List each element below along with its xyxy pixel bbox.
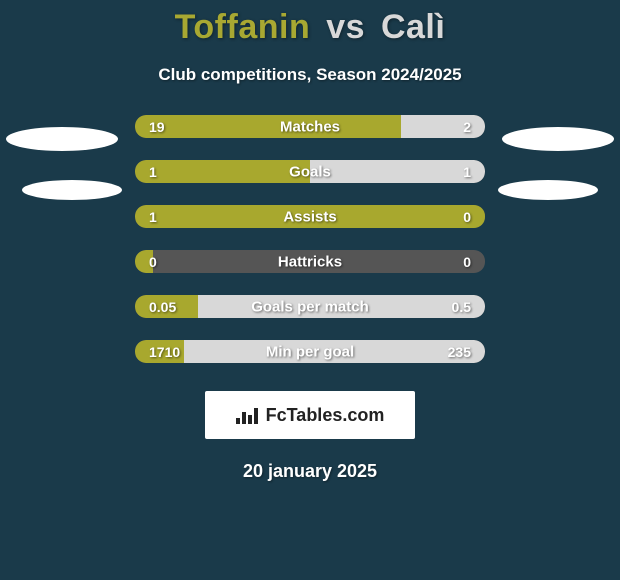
- stat-row: Goals per match0.050.5: [135, 295, 485, 318]
- stat-bar-left: [135, 250, 153, 273]
- stat-row: Matches192: [135, 115, 485, 138]
- player2-avatar-placeholder-2: [498, 180, 598, 200]
- stat-rows-container: Matches192 Goals11 Assists10 Hattricks00 Goa…: [0, 115, 620, 363]
- stat-value-right: 0: [463, 254, 471, 270]
- stat-bar-right: [401, 115, 485, 138]
- badge-text: FcTables.com: [266, 405, 385, 426]
- stat-bar-right: [310, 160, 485, 183]
- stat-bar-left: [135, 295, 198, 318]
- stat-row: Min per goal1710235: [135, 340, 485, 363]
- player2-avatar-placeholder-1: [502, 127, 614, 151]
- stat-bar-right: [184, 340, 485, 363]
- stat-label: Hattricks: [135, 253, 485, 270]
- stat-bar-left: [135, 340, 184, 363]
- stat-bar-left: [135, 115, 401, 138]
- player1-avatar-placeholder-2: [22, 180, 122, 200]
- comparison-card: Toffanin vs Calì Club competitions, Seas…: [0, 0, 620, 482]
- stat-row: Hattricks00: [135, 250, 485, 273]
- player1-avatar-placeholder-1: [6, 127, 118, 151]
- title-vs: vs: [326, 8, 365, 46]
- stat-bar-left: [135, 205, 485, 228]
- stat-bar-left: [135, 160, 310, 183]
- date-label: 20 january 2025: [243, 461, 377, 482]
- player2-name: Calì: [381, 8, 445, 46]
- comparison-title: Toffanin vs Calì: [175, 8, 446, 47]
- stat-bar-right: [198, 295, 485, 318]
- subtitle: Club competitions, Season 2024/2025: [158, 65, 461, 85]
- fctables-badge[interactable]: FcTables.com: [205, 391, 415, 439]
- bars-icon: [236, 406, 258, 424]
- player1-name: Toffanin: [175, 8, 311, 46]
- stat-row: Assists10: [135, 205, 485, 228]
- stat-row: Goals11: [135, 160, 485, 183]
